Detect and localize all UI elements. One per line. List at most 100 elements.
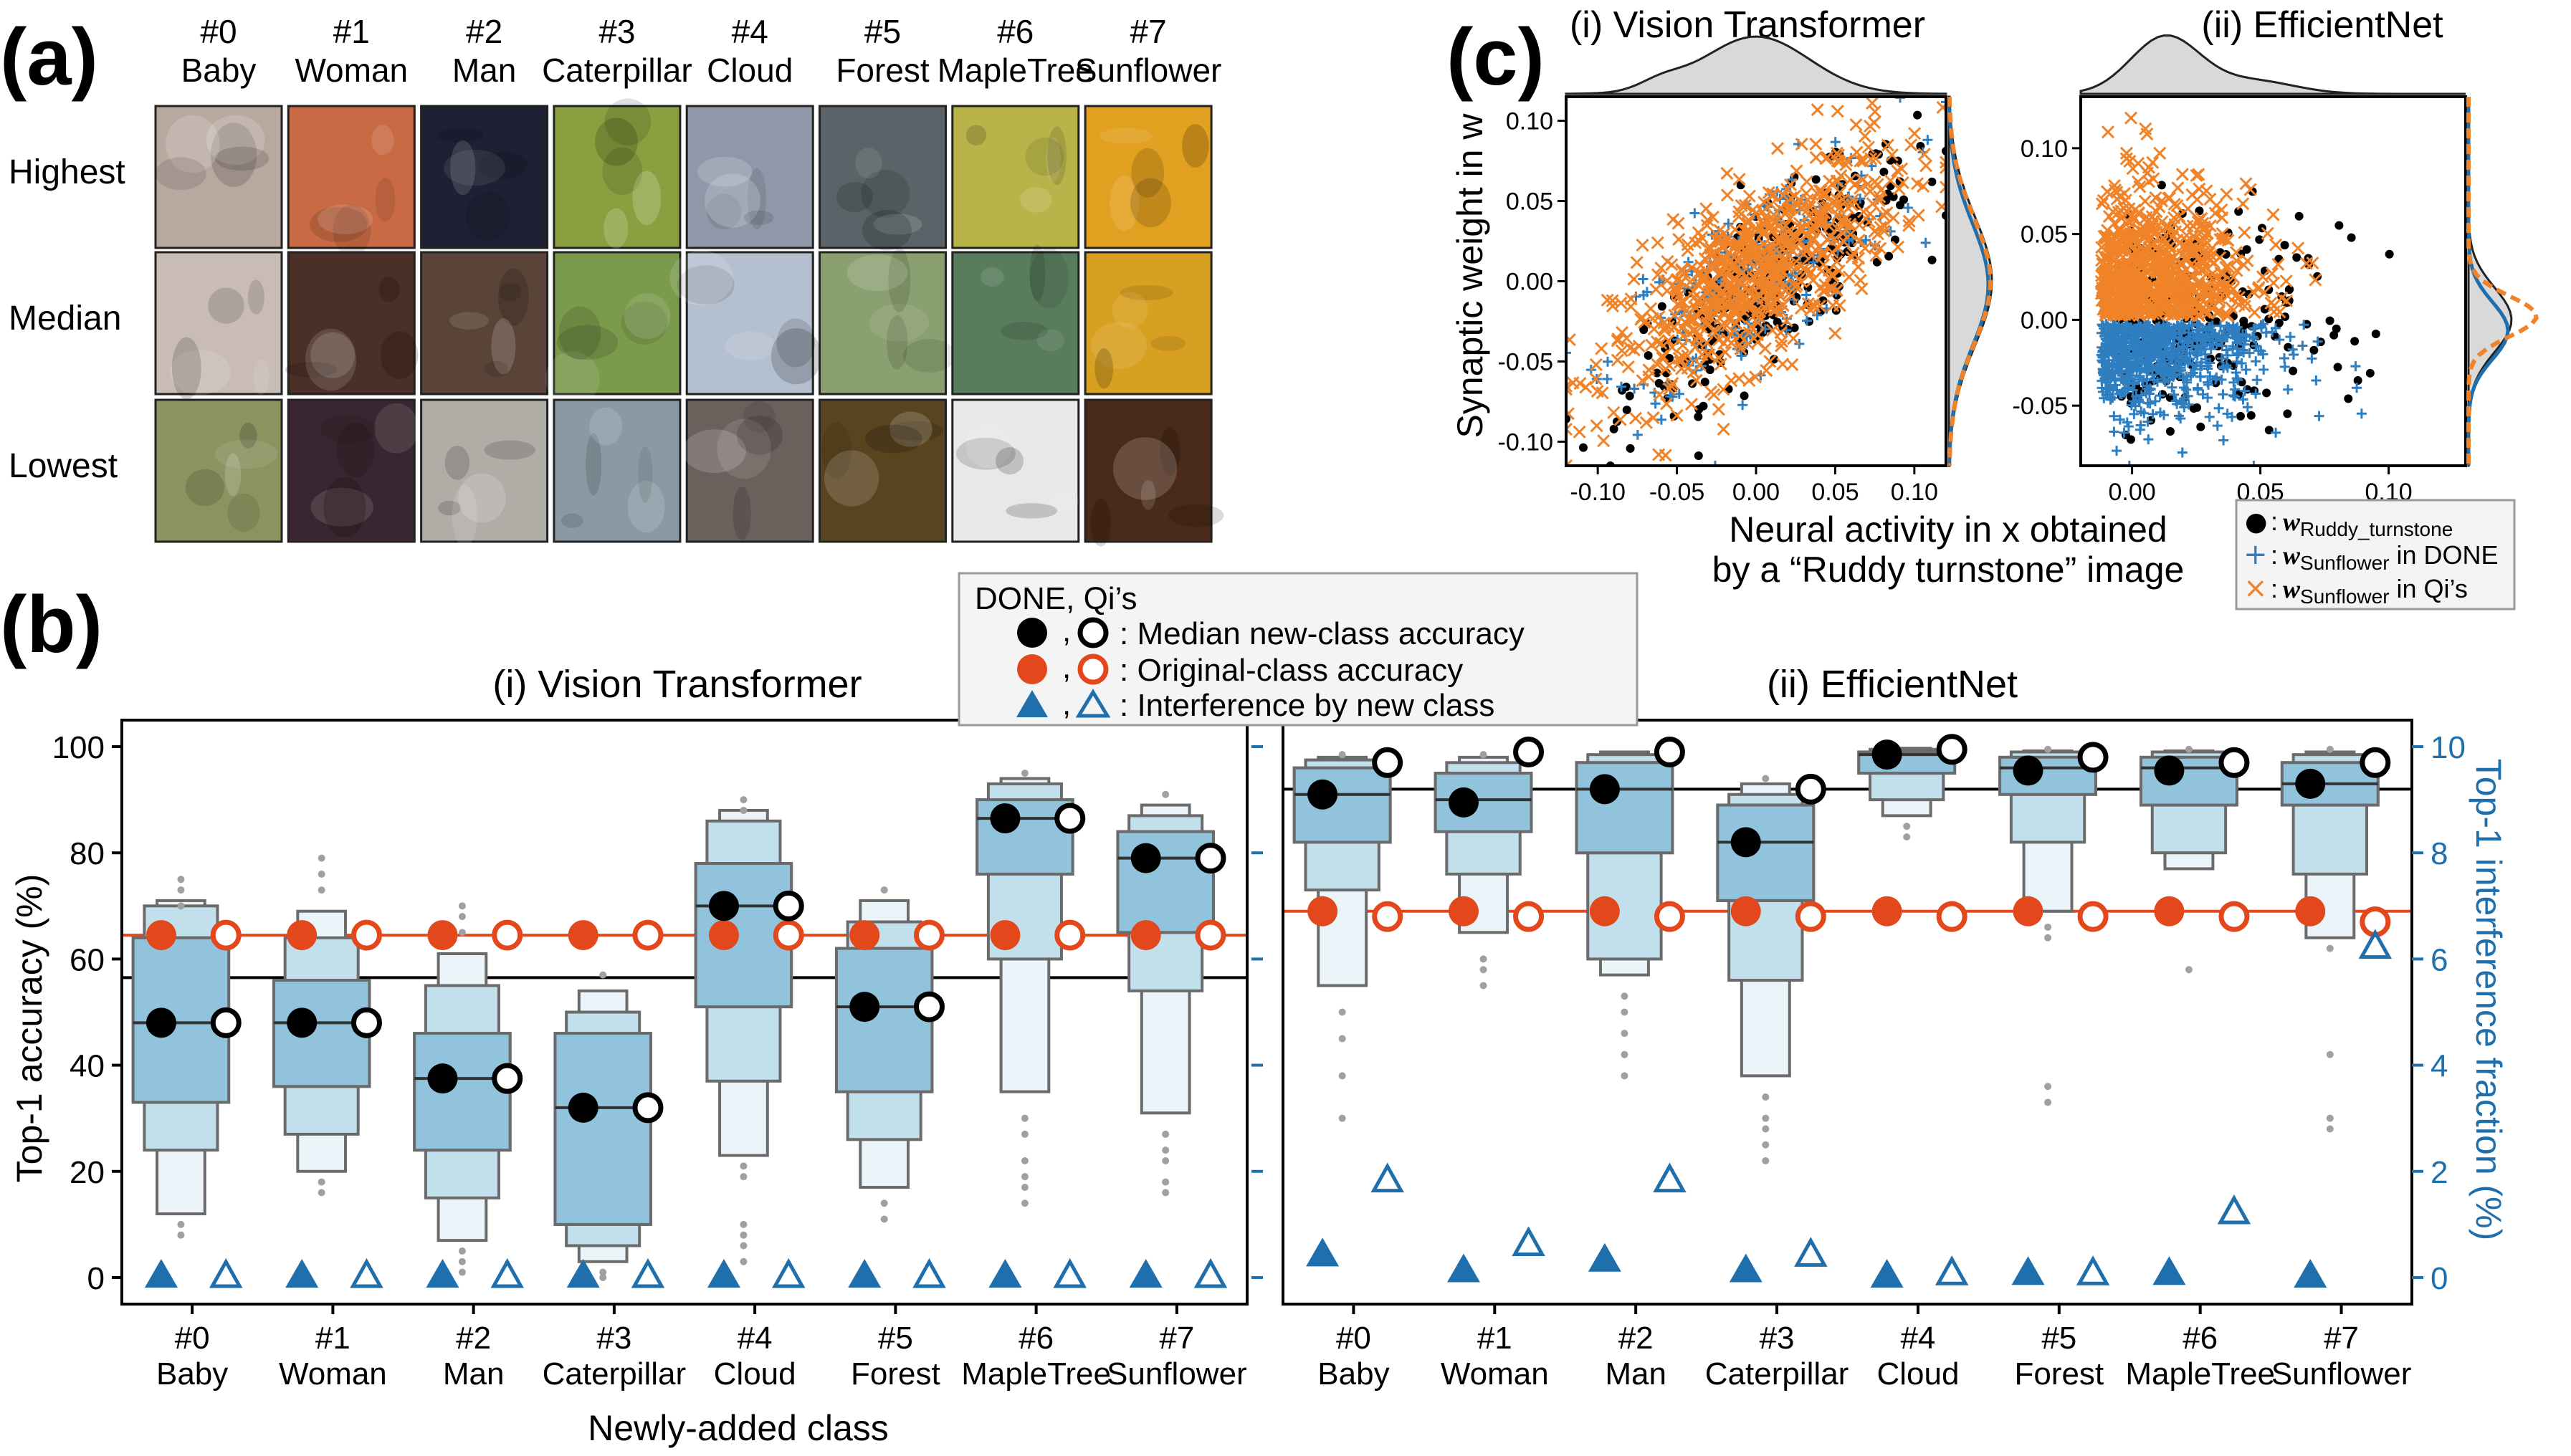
qi-sunflower-weight-point bbox=[1854, 154, 1867, 168]
legend-qi-median-marker bbox=[1077, 617, 1109, 648]
done-sunflower-weight-point bbox=[2127, 385, 2138, 396]
done-sunflower-weight-point bbox=[2250, 322, 2261, 333]
right-tick-label: 6 bbox=[2431, 942, 2448, 977]
x-tick-label-name: Sunflower bbox=[2271, 1356, 2412, 1392]
qi-sunflower-weight-point bbox=[2102, 299, 2117, 313]
qi-sunflower-weight-point bbox=[1661, 334, 1675, 348]
ruddy-weight-point bbox=[2280, 241, 2289, 250]
qi-sunflower-weight-point bbox=[2215, 203, 2228, 216]
qi-sunflower-weight-point bbox=[1700, 219, 1714, 232]
ruddy-weight-point bbox=[1927, 177, 1937, 186]
qi-sunflower-weight-point bbox=[2145, 222, 2158, 236]
image-texture bbox=[169, 349, 232, 395]
done-sunflower-weight-point bbox=[2150, 396, 2160, 407]
image-texture bbox=[305, 328, 357, 391]
done-sunflower-weight-point bbox=[2175, 360, 2185, 370]
done-median-accuracy-marker bbox=[1730, 827, 1761, 858]
image-texture bbox=[247, 279, 264, 315]
class-number-label: #6 bbox=[997, 13, 1034, 50]
qi-sunflower-weight-point bbox=[1806, 231, 1820, 245]
image-texture bbox=[239, 422, 257, 449]
image-texture bbox=[595, 118, 638, 166]
qi-sunflower-weight-point bbox=[1719, 345, 1732, 359]
qi-sunflower-weight-point bbox=[1732, 372, 1746, 385]
qi-sunflower-weight-point bbox=[2236, 197, 2250, 211]
qi-sunflower-weight-point bbox=[1814, 184, 1828, 198]
qi-sunflower-weight-point bbox=[1597, 434, 1611, 448]
qi-interference-marker bbox=[1512, 1226, 1545, 1256]
outlier-point bbox=[458, 1247, 466, 1255]
qi-sunflower-weight-point bbox=[1786, 237, 1800, 251]
outlier-point bbox=[2044, 934, 2052, 942]
ruddy-weight-point bbox=[2325, 316, 2334, 325]
class-name-label: Cloud bbox=[707, 52, 793, 89]
ruddy-weight-point bbox=[1700, 378, 1709, 387]
done-sunflower-weight-point bbox=[2248, 333, 2259, 344]
qi-sunflower-weight-point bbox=[1776, 358, 1790, 371]
right-tick-label: 0 bbox=[2431, 1261, 2448, 1296]
done-sunflower-weight-point bbox=[2107, 393, 2118, 403]
done-sunflower-weight-point bbox=[2167, 382, 2178, 393]
outlier-point bbox=[2185, 745, 2193, 753]
qi-sunflower-weight-point bbox=[1767, 208, 1780, 221]
done-sunflower-weight-point bbox=[2169, 389, 2180, 400]
ruddy-weight-point bbox=[2353, 376, 2362, 385]
right-marginal-density bbox=[2467, 97, 2513, 466]
x-tick-label-number: #3 bbox=[596, 1321, 631, 1356]
qi-sunflower-weight-point bbox=[1666, 376, 1679, 391]
qi-sunflower-weight-point bbox=[1702, 277, 1716, 290]
outlier-point bbox=[2044, 923, 2052, 931]
boxen-box bbox=[413, 1032, 512, 1152]
qi-sunflower-weight-point bbox=[2155, 215, 2169, 229]
qi-sunflower-weight-point bbox=[1637, 316, 1651, 330]
qi-sunflower-weight-point bbox=[1675, 263, 1689, 277]
done-sunflower-weight-point bbox=[2218, 435, 2229, 446]
image-texture bbox=[776, 318, 815, 368]
qi-sunflower-weight-point bbox=[1846, 246, 1860, 260]
x-tick-label-number: #2 bbox=[1618, 1321, 1654, 1356]
outlier-point bbox=[740, 1173, 748, 1181]
image-texture bbox=[1036, 329, 1065, 352]
done-interference-marker bbox=[1447, 1253, 1480, 1283]
qi-sunflower-weight-point bbox=[2183, 292, 2196, 306]
outlier-point bbox=[318, 886, 325, 894]
qi-sunflower-weight-point bbox=[1795, 138, 1808, 151]
image-texture bbox=[980, 267, 1004, 287]
done-sunflower-weight-point bbox=[2179, 341, 2190, 352]
done-sunflower-weight-point bbox=[2101, 319, 2112, 330]
y-tick-label: -0.10 bbox=[1498, 428, 1554, 456]
outlier-point bbox=[318, 1189, 325, 1197]
image-texture bbox=[452, 484, 477, 547]
qi-sunflower-weight-point bbox=[1774, 257, 1788, 270]
qi-sunflower-weight-point bbox=[1611, 353, 1624, 367]
qi-sunflower-weight-point bbox=[2124, 293, 2138, 307]
legend-c-item-done: wSunflower in DONE bbox=[2283, 540, 2499, 574]
legend-c-w: w bbox=[2283, 541, 2301, 570]
qi-sunflower-weight-point bbox=[1793, 221, 1807, 234]
qi-sunflower-weight-point bbox=[1861, 140, 1875, 154]
class-number-label: #3 bbox=[598, 13, 635, 50]
qi-sunflower-weight-point bbox=[1748, 370, 1763, 384]
qi-sunflower-weight-point bbox=[1579, 380, 1593, 394]
qi-sunflower-weight-point bbox=[1730, 316, 1743, 330]
image-texture bbox=[748, 168, 767, 230]
qi-sunflower-weight-point bbox=[1667, 320, 1681, 335]
done-sunflower-weight-point bbox=[2214, 330, 2225, 341]
qi-sunflower-weight-point bbox=[1727, 251, 1741, 264]
image-texture bbox=[380, 331, 419, 380]
done-median-accuracy-marker bbox=[2154, 755, 2185, 786]
qi-sunflower-weight-point bbox=[1760, 363, 1773, 378]
qi-median-accuracy-marker bbox=[210, 1007, 242, 1038]
class-number-label: #5 bbox=[864, 13, 901, 50]
class-number-label: #1 bbox=[333, 13, 370, 50]
done-interference-marker bbox=[848, 1258, 882, 1288]
qi-sunflower-weight-point bbox=[1876, 208, 1890, 221]
qi-median-accuracy-marker bbox=[1795, 773, 1826, 805]
qi-sunflower-weight-point bbox=[2238, 294, 2252, 308]
legend-header: DONE, Qi’s bbox=[975, 581, 1137, 616]
qi-sunflower-weight-point bbox=[1902, 219, 1916, 232]
done-sunflower-weight-point bbox=[2143, 434, 2154, 445]
image-texture bbox=[1140, 480, 1156, 510]
image-texture bbox=[996, 447, 1024, 475]
legend-c-colon: : bbox=[2271, 574, 2278, 603]
